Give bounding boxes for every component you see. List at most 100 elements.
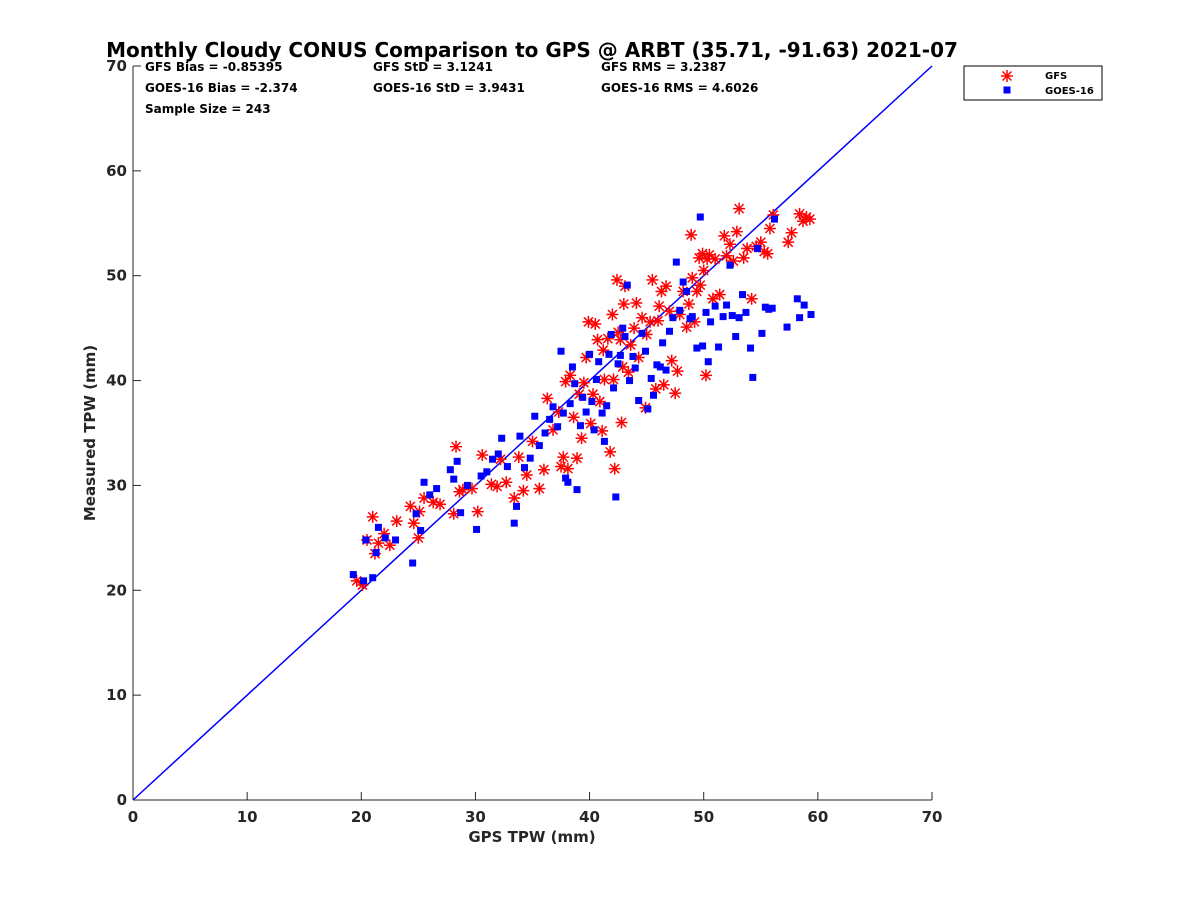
- gfs-point: [694, 279, 707, 292]
- gfs-point: [709, 252, 722, 265]
- x-tick-label: 60: [807, 808, 828, 826]
- goes16-point: [576, 422, 584, 430]
- goes16-point: [704, 358, 712, 366]
- gfs-point: [713, 288, 726, 301]
- goes16-point: [450, 475, 458, 483]
- goes16-point: [409, 559, 417, 567]
- gfs-point: [517, 484, 530, 497]
- gfs-point: [741, 242, 754, 255]
- goes16-point: [644, 405, 652, 413]
- x-ticks: 0 10 20 30 40 50 60 70: [128, 792, 943, 826]
- goes16-point: [566, 400, 574, 408]
- y-tick-label: 10: [106, 686, 127, 704]
- goes16-point: [598, 409, 606, 417]
- gfs-point: [737, 251, 750, 264]
- goes16-point: [735, 314, 743, 322]
- gfs-point: [604, 445, 617, 458]
- goes16-point: [723, 301, 731, 309]
- goes16-point: [796, 314, 804, 322]
- goes16-point: [526, 454, 534, 462]
- gfs-point: [653, 300, 666, 313]
- goes16-point: [557, 347, 565, 355]
- goes16-point: [679, 278, 687, 286]
- y-tick-label: 50: [106, 267, 127, 285]
- goes16-point: [603, 402, 611, 410]
- gfs-point: [606, 308, 619, 321]
- goes16-point: [381, 534, 389, 542]
- goes16-point: [582, 408, 590, 416]
- goes16-point: [649, 391, 657, 399]
- goes16-point: [647, 374, 655, 382]
- goes16-point: [715, 343, 723, 351]
- gfs-point: [561, 462, 574, 475]
- goes16-point: [683, 287, 691, 295]
- x-tick-label: 70: [922, 808, 943, 826]
- goes16-point: [732, 333, 740, 341]
- goes16-point: [699, 342, 707, 350]
- chart-title: Monthly Cloudy CONUS Comparison to GPS @…: [106, 38, 958, 62]
- gfs-point: [703, 248, 716, 261]
- goes16-point: [362, 536, 370, 544]
- goes16-point: [807, 311, 815, 319]
- x-tick-label: 40: [579, 808, 600, 826]
- goes16-point: [719, 313, 727, 321]
- goes16-point: [392, 536, 400, 544]
- gfs-point: [575, 432, 588, 445]
- goes16-point: [571, 380, 579, 388]
- gfs-point: [682, 298, 695, 311]
- gfs-point: [745, 292, 758, 305]
- goes16-point: [793, 295, 801, 303]
- gfs-point: [557, 451, 570, 464]
- stat-gfs-bias: GFS Bias = -0.85395: [145, 60, 282, 74]
- goes16-point: [672, 258, 680, 266]
- legend-goes16-label: GOES-16: [1045, 86, 1094, 97]
- gfs-point: [669, 387, 682, 400]
- goes16-point: [626, 377, 634, 385]
- stat-sample-size: Sample Size = 243: [145, 102, 271, 116]
- goes16-point: [600, 437, 608, 445]
- gfs-point: [526, 435, 539, 448]
- goes16-point: [494, 450, 502, 458]
- goes16-point: [693, 344, 701, 352]
- goes16-point: [573, 486, 581, 494]
- goes16-point: [457, 509, 465, 517]
- gfs-point: [372, 537, 385, 550]
- goes16-point: [417, 527, 425, 535]
- goes16-point: [676, 306, 684, 314]
- goes16-point: [521, 464, 529, 472]
- gfs-point: [720, 249, 733, 262]
- goes16-point: [711, 302, 719, 310]
- goes16-point: [749, 373, 757, 381]
- goes16-point: [726, 261, 734, 269]
- gfs-point: [624, 338, 637, 351]
- goes16-point: [800, 301, 808, 309]
- gfs-point: [800, 210, 813, 223]
- goes16-point: [642, 347, 650, 355]
- y-tick-label: 0: [117, 791, 127, 809]
- goes16-point: [747, 344, 755, 352]
- goes16-point: [549, 403, 557, 411]
- goes16-point: [498, 434, 506, 442]
- x-tick-label: 0: [128, 808, 138, 826]
- goes16-point: [546, 415, 554, 423]
- gfs-point: [453, 485, 466, 498]
- gfs-point: [512, 451, 525, 464]
- gfs-series: [350, 202, 816, 592]
- stat-goes-std: GOES-16 StD = 3.9431: [373, 81, 525, 95]
- goes16-point: [420, 478, 428, 486]
- goes16-point: [595, 358, 603, 366]
- goes16-point: [612, 493, 620, 501]
- legend-gfs-label: GFS: [1045, 71, 1067, 82]
- y-tick-label: 60: [106, 162, 127, 180]
- gfs-point: [644, 315, 657, 328]
- gfs-point: [607, 373, 620, 386]
- x-tick-label: 50: [693, 808, 714, 826]
- gfs-point: [450, 440, 463, 453]
- gfs-point: [596, 424, 609, 437]
- goes16-point: [623, 281, 631, 289]
- legend-box: [963, 65, 1103, 101]
- gfs-point: [615, 416, 628, 429]
- gfs-point: [500, 476, 513, 489]
- goes16-point: [621, 333, 629, 341]
- gfs-point: [610, 273, 623, 286]
